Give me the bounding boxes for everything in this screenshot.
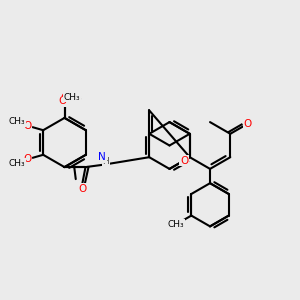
Text: N: N bbox=[98, 152, 106, 162]
Text: O: O bbox=[60, 93, 69, 103]
Text: CH₃: CH₃ bbox=[8, 117, 25, 126]
Text: H: H bbox=[103, 157, 109, 166]
Text: CH₃: CH₃ bbox=[64, 93, 80, 102]
Text: CH₃: CH₃ bbox=[66, 93, 82, 102]
Text: O: O bbox=[243, 119, 252, 129]
Text: O: O bbox=[180, 155, 188, 166]
Text: O: O bbox=[23, 121, 32, 131]
Text: CH₃: CH₃ bbox=[8, 159, 25, 168]
Text: O: O bbox=[23, 154, 32, 164]
Text: O: O bbox=[180, 155, 188, 166]
Text: O: O bbox=[58, 96, 66, 106]
Text: CH₃: CH₃ bbox=[168, 220, 184, 229]
Text: O: O bbox=[78, 184, 87, 194]
